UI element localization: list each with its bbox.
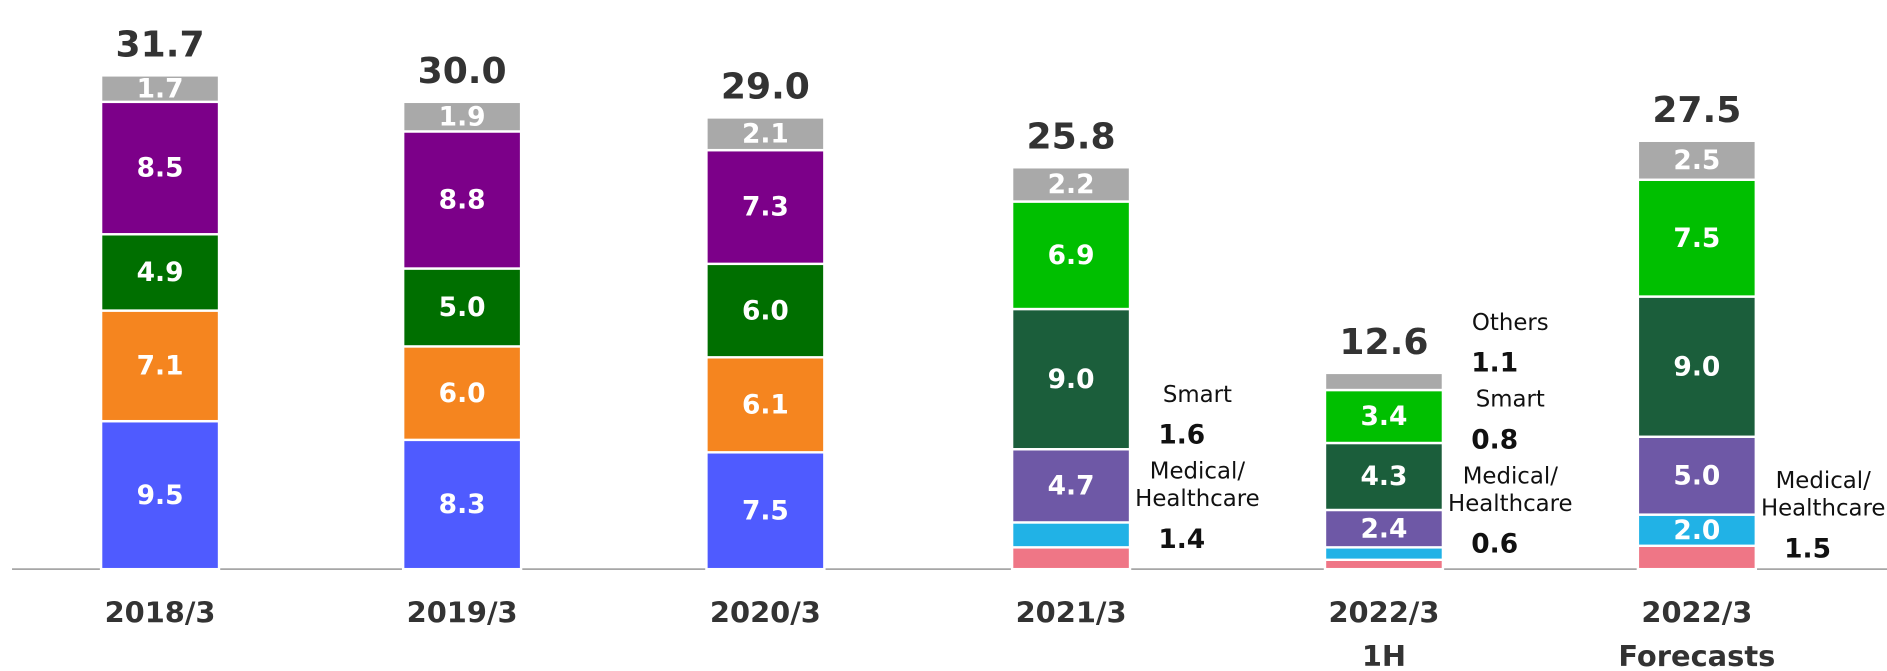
callout-label: Medical/ bbox=[1150, 459, 1246, 485]
segment-label: 2.0 bbox=[1673, 515, 1720, 546]
segment-label: 5.0 bbox=[439, 292, 486, 323]
x-tick-label: 2022/3 bbox=[1328, 596, 1439, 630]
callout-label: Healthcare bbox=[1135, 486, 1260, 512]
segment-label: 3.4 bbox=[1361, 401, 1408, 432]
bar-segment bbox=[1010, 448, 1132, 524]
bar-segment bbox=[705, 451, 826, 571]
callout-label: Healthcare bbox=[1761, 496, 1886, 522]
segment-label: 6.0 bbox=[439, 378, 486, 409]
segment-label: 9.0 bbox=[1673, 351, 1720, 382]
segment-label: 2.2 bbox=[1048, 169, 1095, 200]
total-label: 27.5 bbox=[1652, 90, 1741, 131]
bar-segment bbox=[705, 262, 826, 359]
bar-segment bbox=[1323, 508, 1445, 549]
total-label: 12.6 bbox=[1339, 322, 1428, 363]
bar-segment bbox=[1323, 546, 1445, 562]
x-tick-label: Forecasts bbox=[1618, 639, 1775, 671]
bar-segment bbox=[1636, 544, 1758, 571]
segment-label: 2.1 bbox=[742, 119, 789, 150]
bar-segment bbox=[1323, 388, 1445, 445]
segment-label: 4.3 bbox=[1361, 461, 1408, 492]
bar-segment bbox=[401, 345, 523, 442]
segment-label: 8.3 bbox=[439, 489, 486, 520]
bar-segment bbox=[1636, 513, 1758, 547]
bar-segment bbox=[99, 100, 221, 236]
callout-label: Smart bbox=[1476, 387, 1545, 413]
bar-segment bbox=[1010, 521, 1132, 549]
segment-label: 8.5 bbox=[137, 153, 184, 184]
bar-segment bbox=[705, 148, 826, 266]
bar-segment bbox=[99, 309, 221, 423]
callout-value: 1.4 bbox=[1158, 524, 1205, 555]
bar-segment bbox=[1010, 546, 1132, 571]
bar-segment bbox=[1010, 307, 1132, 451]
bar-segment bbox=[705, 116, 826, 152]
callout-value: 1.6 bbox=[1158, 420, 1205, 451]
bar-segment bbox=[1323, 558, 1445, 571]
bar-segment bbox=[705, 356, 826, 454]
bar-segment bbox=[99, 419, 221, 571]
segment-label: 6.1 bbox=[742, 390, 789, 421]
segment-label: 1.9 bbox=[439, 101, 486, 132]
segment-label: 8.8 bbox=[439, 185, 486, 216]
segment-label: 9.5 bbox=[137, 480, 184, 511]
callout-value: 1.5 bbox=[1784, 534, 1831, 565]
segment-label: 1.7 bbox=[137, 73, 184, 104]
segment-label: 9.0 bbox=[1048, 364, 1095, 395]
callout-value: 0.6 bbox=[1471, 529, 1518, 560]
bar-segment bbox=[1323, 371, 1445, 392]
segment-label: 4.9 bbox=[137, 257, 184, 288]
x-tick-label: 2022/3 bbox=[1641, 596, 1752, 630]
segment-label: 7.3 bbox=[742, 192, 789, 223]
x-tick-label: 2018/3 bbox=[105, 596, 216, 630]
bar-segment bbox=[1323, 441, 1445, 512]
callout-value: 1.1 bbox=[1471, 348, 1518, 379]
bar-segment bbox=[99, 74, 221, 104]
segment-label: 6.0 bbox=[742, 295, 789, 326]
segment-label: 7.5 bbox=[1673, 223, 1720, 254]
x-tick-label: 1H bbox=[1362, 639, 1406, 671]
bar-segment bbox=[401, 438, 523, 571]
bar-segment bbox=[401, 267, 523, 348]
total-label: 31.7 bbox=[116, 25, 205, 66]
total-label: 29.0 bbox=[721, 67, 810, 108]
segment-label: 7.1 bbox=[137, 351, 184, 382]
segment-label: 2.4 bbox=[1361, 513, 1408, 544]
bar-segment bbox=[1636, 139, 1758, 181]
x-tick-label: 2019/3 bbox=[407, 596, 518, 630]
bar-segment bbox=[401, 100, 523, 133]
segment-label: 4.7 bbox=[1048, 471, 1095, 502]
bar-segment bbox=[1010, 166, 1132, 203]
segment-label: 7.5 bbox=[742, 495, 789, 526]
callout-label: Healthcare bbox=[1448, 491, 1573, 517]
callout-label: Smart bbox=[1163, 382, 1232, 408]
total-label: 30.0 bbox=[418, 51, 507, 92]
bar-segment bbox=[401, 130, 523, 270]
segment-label: 5.0 bbox=[1673, 460, 1720, 491]
callout-label: Others bbox=[1472, 310, 1549, 336]
callout-label: Medical/ bbox=[1463, 463, 1559, 489]
segment-label: 6.9 bbox=[1048, 240, 1095, 271]
callout-label: Medical/ bbox=[1776, 468, 1872, 494]
total-label: 25.8 bbox=[1027, 117, 1116, 158]
x-tick-label: 2021/3 bbox=[1016, 596, 1127, 630]
x-tick-label: 2020/3 bbox=[710, 596, 821, 630]
bar-segment bbox=[1010, 200, 1132, 311]
callout-value: 0.8 bbox=[1471, 424, 1518, 455]
segment-label: 2.5 bbox=[1673, 145, 1720, 176]
bar-segment bbox=[1636, 178, 1758, 298]
